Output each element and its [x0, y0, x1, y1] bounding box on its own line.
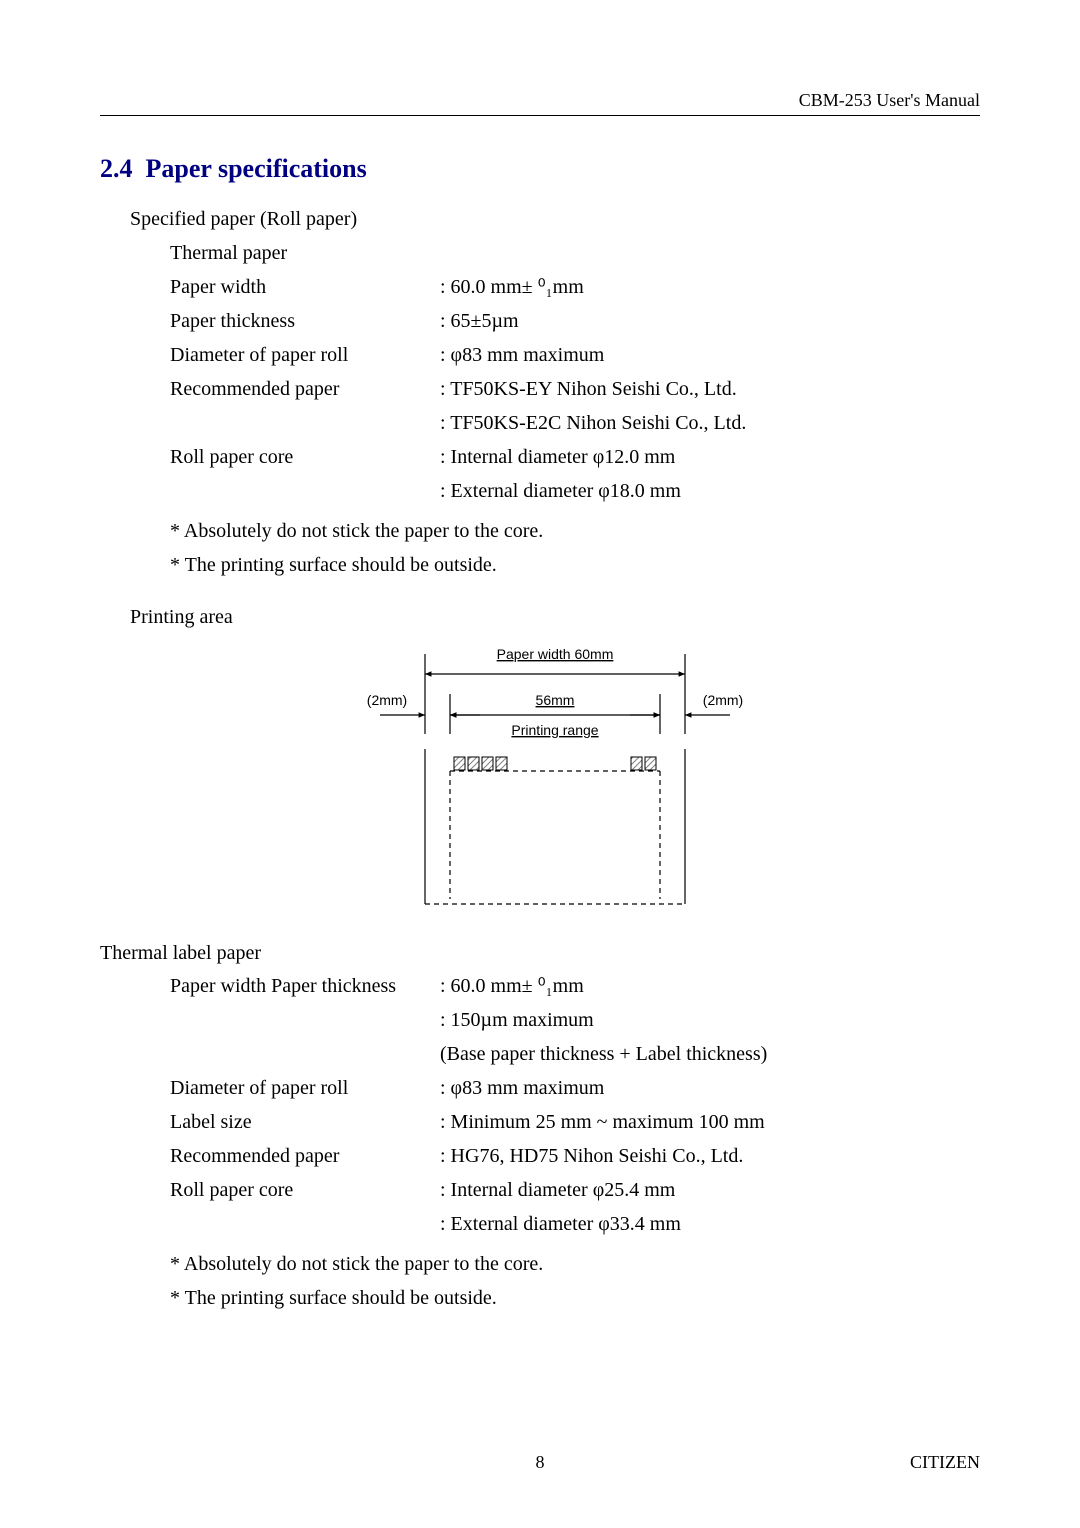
spec-row: Paper thickness: 65±5µm: [170, 304, 980, 338]
spec-row: Paper width Paper thickness: 60.0 mm± ⁰₁…: [170, 969, 980, 1003]
roll-paper-notes: * Absolutely do not stick the paper to t…: [100, 514, 980, 582]
spec-value: : φ83 mm maximum: [440, 1071, 980, 1105]
spec-row: Recommended paper: HG76, HD75 Nihon Seis…: [170, 1139, 980, 1173]
spec-label: [170, 1037, 440, 1071]
printing-area-svg: Paper width 60mm (2mm) (2mm) 56mm Printing r…: [325, 639, 755, 919]
note-line: * The printing surface should be outside…: [170, 1281, 980, 1315]
spec-value: : φ83 mm maximum: [440, 338, 980, 372]
spec-label: Paper width: [170, 270, 440, 304]
note-line: * The printing surface should be outside…: [170, 548, 980, 582]
spec-row: Diameter of paper roll: φ83 mm maximum: [170, 1071, 980, 1105]
thermal-label-paper-heading: Thermal label paper: [100, 942, 980, 965]
spec-value: : External diameter φ18.0 mm: [440, 474, 980, 508]
section-number: 2.4: [100, 154, 133, 183]
spec-label: Diameter of paper roll: [170, 338, 440, 372]
roll-paper-spec-list: Paper width: 60.0 mm± ⁰₁mmPaper thicknes…: [100, 270, 980, 508]
spec-value: : Minimum 25 mm ~ maximum 100 mm: [440, 1105, 980, 1139]
printing-area-label: Printing area: [130, 606, 980, 629]
label-paper-notes: * Absolutely do not stick the paper to t…: [100, 1247, 980, 1315]
spec-value: : External diameter φ33.4 mm: [440, 1207, 980, 1241]
spec-row: Label size: Minimum 25 mm ~ maximum 100 …: [170, 1105, 980, 1139]
spec-label: [170, 1207, 440, 1241]
svg-text:56mm: 56mm: [536, 692, 575, 708]
page: CBM-253 User's Manual 2.4 Paper specific…: [0, 0, 1080, 1528]
spec-row: Diameter of paper roll: φ83 mm maximum: [170, 338, 980, 372]
spec-value: : HG76, HD75 Nihon Seishi Co., Ltd.: [440, 1139, 980, 1173]
spec-row: Recommended paper: TF50KS-EY Nihon Seish…: [170, 372, 980, 406]
note-line: * Absolutely do not stick the paper to t…: [170, 1247, 980, 1281]
note-line: * Absolutely do not stick the paper to t…: [170, 514, 980, 548]
spec-value: : 60.0 mm± ⁰₁mm: [440, 969, 980, 1003]
spec-row: (Base paper thickness + Label thickness): [170, 1037, 980, 1071]
spec-row: Roll paper core: Internal diameter φ25.4…: [170, 1173, 980, 1207]
spec-value: : TF50KS-EY Nihon Seishi Co., Ltd.: [440, 372, 980, 406]
spec-value: : 60.0 mm± ⁰₁mm: [440, 270, 980, 304]
svg-text:Paper width 60mm: Paper width 60mm: [497, 646, 614, 662]
spec-label: Paper thickness: [170, 304, 440, 338]
footer: 8 CITIZEN: [0, 1452, 1080, 1473]
spec-label: Roll paper core: [170, 440, 440, 474]
page-number: 8: [0, 1452, 1080, 1473]
spec-label: Paper width Paper thickness: [170, 969, 440, 1003]
printing-area-diagram: Paper width 60mm (2mm) (2mm) 56mm Printing r…: [100, 639, 980, 924]
spec-label: Recommended paper: [170, 1139, 440, 1173]
spec-value: : Internal diameter φ25.4 mm: [440, 1173, 980, 1207]
spec-label: [170, 406, 440, 440]
spec-row: : TF50KS-E2C Nihon Seishi Co., Ltd.: [170, 406, 980, 440]
svg-text:Printing range: Printing range: [511, 722, 598, 738]
spec-row: : External diameter φ33.4 mm: [170, 1207, 980, 1241]
spec-label: Recommended paper: [170, 372, 440, 406]
roll-paper-intro: Specified paper (Roll paper): [130, 202, 980, 236]
spec-label: Diameter of paper roll: [170, 1071, 440, 1105]
label-paper-spec-list: Paper width Paper thickness: 60.0 mm± ⁰₁…: [100, 969, 980, 1241]
header-rule: [100, 115, 980, 116]
spec-value: : 65±5µm: [440, 304, 980, 338]
spec-row: : External diameter φ18.0 mm: [170, 474, 980, 508]
svg-text:(2mm): (2mm): [367, 692, 407, 708]
spec-row: Paper width: 60.0 mm± ⁰₁mm: [170, 270, 980, 304]
thermal-paper-label: Thermal paper: [170, 236, 980, 270]
spec-row: : 150µm maximum: [170, 1003, 980, 1037]
spec-value: : 150µm maximum: [440, 1003, 980, 1037]
section-title: Paper specifications: [146, 154, 367, 183]
spec-label: Roll paper core: [170, 1173, 440, 1207]
spec-label: Label size: [170, 1105, 440, 1139]
spec-label: [170, 1003, 440, 1037]
spec-row: Roll paper core: Internal diameter φ12.0…: [170, 440, 980, 474]
spec-label: [170, 474, 440, 508]
header-doc-title: CBM-253 User's Manual: [100, 90, 980, 111]
svg-text:(2mm): (2mm): [703, 692, 743, 708]
spec-value: : Internal diameter φ12.0 mm: [440, 440, 980, 474]
section-heading: 2.4 Paper specifications: [100, 154, 980, 184]
spec-value: (Base paper thickness + Label thickness): [440, 1037, 980, 1071]
spec-value: : TF50KS-E2C Nihon Seishi Co., Ltd.: [440, 406, 980, 440]
